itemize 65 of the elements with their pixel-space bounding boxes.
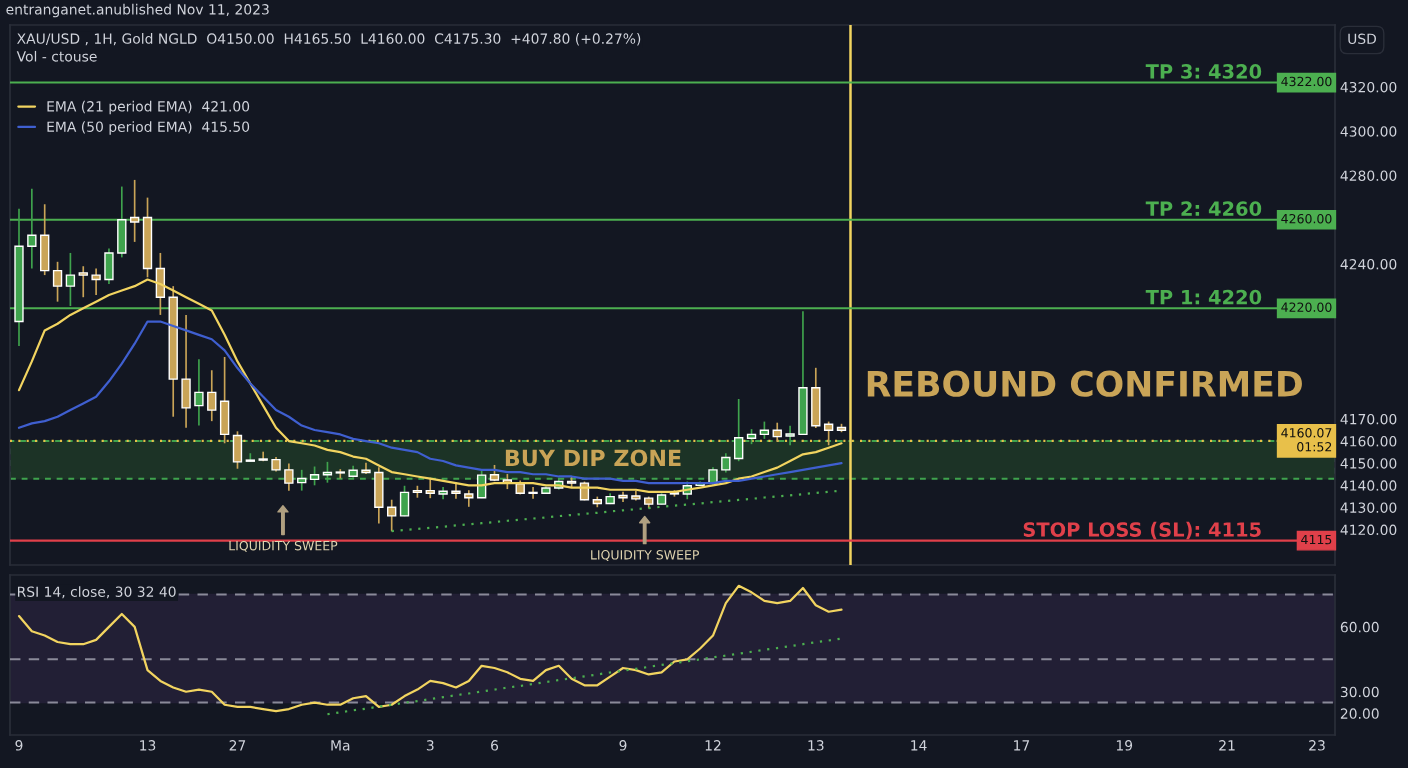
candlestick <box>387 498 397 533</box>
text: Vol - ctouse <box>16 50 97 62</box>
chart-title: XAU/USD , 1H, Gold NGLD O4150.00 H4165.50 L4160.00 C4175.30 +407.80 (+0.27%) <box>17 33 641 46</box>
y-tick-label: 4140.00 <box>1340 480 1397 491</box>
x-tick-label: 19 <box>1116 740 1133 751</box>
candlestick <box>129 179 140 243</box>
x-tick-label: 13 <box>808 740 824 751</box>
candlestick <box>399 484 410 518</box>
y-tick-label: 4320.00 <box>1340 81 1397 93</box>
annotation: REBOUND CONFIRMED <box>867 370 1302 397</box>
annotation: LIQUIDITY SWEEP <box>591 550 699 561</box>
annotation: STOP LOSS (SL): 4115 <box>1023 521 1261 540</box>
y-tick-label: 20.00 <box>1340 708 1379 719</box>
x-tick-label: 9 <box>15 740 23 751</box>
y-tick-label: 4170.00 <box>1340 413 1397 425</box>
band-label: BUY DIP ZONE <box>505 449 681 467</box>
candlestick <box>27 187 37 270</box>
x-tick-label: Ma <box>331 740 350 751</box>
candlestick <box>284 462 294 492</box>
legend-label: EMA (21 period EMA) 421.00 <box>47 100 250 115</box>
x-tick-label: 14 <box>911 740 927 751</box>
text: USD <box>1348 33 1377 45</box>
candlestick <box>194 358 204 427</box>
ref-line-label: 4220.00 <box>1281 302 1332 312</box>
candlestick <box>207 369 217 422</box>
line-series <box>17 584 843 713</box>
y-tick-label: 4120.00 <box>1340 524 1397 536</box>
y-tick-label: 30.00 <box>1340 686 1379 698</box>
x-tick-label: 27 <box>229 740 246 751</box>
ref-line-label: 4115 <box>1301 534 1332 545</box>
y-tick-label: 4160.00 <box>1340 436 1397 447</box>
line-series <box>17 278 843 494</box>
y-tick-label: 60.00 <box>1340 621 1379 633</box>
y-tick-label: 4300.00 <box>1340 126 1397 137</box>
candlestick <box>528 486 538 500</box>
text: RSI 14, close, 30 32 40 <box>17 586 176 599</box>
text: entranganet.anublished Nov 11, 2023 <box>6 3 269 18</box>
y-tick-label: 4150.00 <box>1340 458 1397 469</box>
x-tick-label: 6 <box>491 740 499 751</box>
y-tick-label: 4130.00 <box>1340 502 1397 513</box>
annotation: TP 2: 4260 <box>1145 201 1262 216</box>
annotation: TP 1: 4220 <box>1145 289 1262 305</box>
x-tick-label: 23 <box>1309 740 1325 751</box>
x-tick-label: 3 <box>426 740 434 751</box>
candlestick <box>823 420 834 447</box>
line-series <box>326 637 843 716</box>
x-tick-label: 12 <box>705 740 721 751</box>
annotation: LIQUIDITY SWEEP <box>229 540 338 552</box>
x-tick-label: 13 <box>140 740 156 751</box>
y-tick-label: 4280.00 <box>1340 170 1397 181</box>
annotation: TP 3: 4320 <box>1145 64 1262 79</box>
candlestick <box>78 265 88 299</box>
candlestick <box>91 267 101 296</box>
y-tick-label: 4240.00 <box>1340 258 1397 270</box>
ref-line-label: 4260.00 <box>1281 213 1332 224</box>
candlestick <box>309 465 320 487</box>
ref-line-label: 4160.07 01:52 <box>1281 428 1332 452</box>
ref-line-label: 4322.00 <box>1281 76 1332 87</box>
x-tick-label: 17 <box>1014 740 1030 751</box>
x-tick-label: 21 <box>1219 740 1235 751</box>
legend-label: EMA (50 period EMA) 415.50 <box>47 121 250 135</box>
x-tick-label: 9 <box>619 740 627 751</box>
candlestick <box>721 452 731 474</box>
candlestick <box>52 260 63 303</box>
candlestick <box>65 252 76 307</box>
